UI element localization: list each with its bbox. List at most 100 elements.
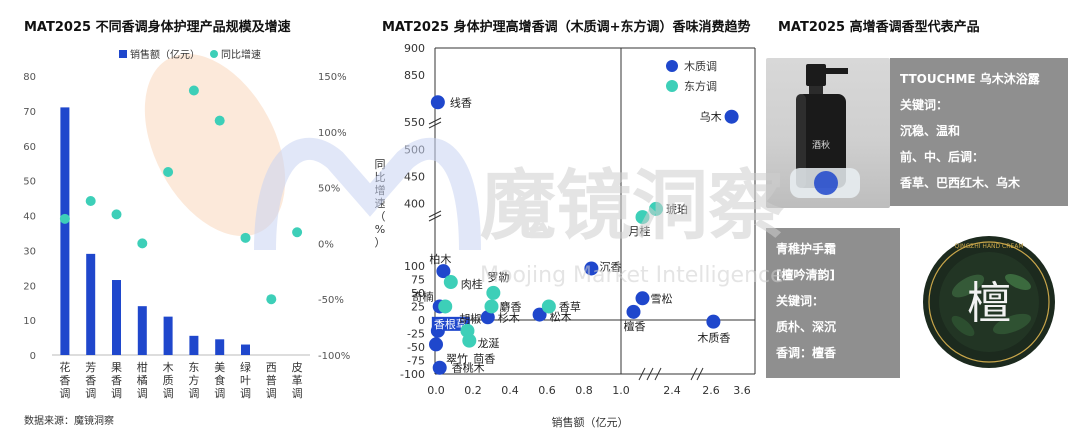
y-axis-label-char: （ xyxy=(375,210,386,223)
bar-芳香调 xyxy=(86,253,96,355)
point-label-香草: 香草 xyxy=(559,300,581,313)
x-tick-label: 调 xyxy=(214,387,225,400)
y-tick: 25 xyxy=(411,300,425,313)
x-tick-label: 木 xyxy=(163,361,174,374)
product2-scent: 香调：檀香 xyxy=(776,346,837,360)
x-break-mark xyxy=(646,367,654,381)
x-tick-label: 果 xyxy=(111,361,122,374)
y-tick: 400 xyxy=(404,198,425,211)
legend-bar-swatch xyxy=(119,50,127,58)
y-left-tick: 50 xyxy=(23,177,36,188)
x-tick: 0.0 xyxy=(427,384,445,397)
y-tick: -25 xyxy=(407,328,425,341)
point-label-香桃木: 香桃木 xyxy=(452,361,485,375)
point-label-雪松: 雪松 xyxy=(651,291,673,305)
highlight-ellipse xyxy=(144,54,286,236)
product2-info-panel: 青稚护手霜 [檀吟清韵] 关键词： 质朴、深沉 香调：檀香 xyxy=(766,228,900,378)
bar-美食调 xyxy=(215,339,225,355)
y-axis-label-char: ） xyxy=(375,236,386,249)
y-tick: 500 xyxy=(404,143,425,156)
x-tick-label: 调 xyxy=(59,387,70,400)
point-檀香 xyxy=(626,304,641,319)
point-沉香 xyxy=(584,261,599,276)
x-tick: 0.4 xyxy=(501,384,519,397)
bottle-icon: 酒秋 xyxy=(790,64,860,198)
x-tick-label: 普 xyxy=(266,373,277,387)
product1-info-panel: TTOUCHME 乌木沐浴露 关键词： 沉稳、温和 前、中、后调： 香草、巴西红… xyxy=(890,58,1068,206)
legend-oriental-swatch xyxy=(666,80,678,92)
x-tick: 1.0 xyxy=(612,384,630,397)
x-tick-label: 质 xyxy=(163,374,174,387)
bottle-brand-text: 酒秋 xyxy=(812,139,830,151)
x-tick-label: 皮 xyxy=(292,361,303,374)
product1-name: TTOUCHME 乌木沐浴露 xyxy=(900,72,1040,86)
point-label-香根草: 香根草 xyxy=(434,317,467,331)
x-tick-label: 绿 xyxy=(240,360,251,374)
point-月桂 xyxy=(635,210,650,225)
x-tick-label: 方 xyxy=(188,373,199,387)
tin-character: 檀 xyxy=(967,278,1011,329)
point-label-杉木: 杉木 xyxy=(498,310,520,324)
y-left-tick: 70 xyxy=(23,107,36,118)
y-tick: 0 xyxy=(418,314,425,327)
legend-growth-label: 同比增速 xyxy=(221,48,261,61)
growth-dot-西普调 xyxy=(266,294,277,305)
point-label-罗勒: 罗勒 xyxy=(487,271,509,284)
point-label-翠竹: 翠竹 xyxy=(446,351,468,365)
y-axis-label-char: 比 xyxy=(375,171,386,184)
point-翠竹 xyxy=(429,337,443,352)
x-tick-label: 革 xyxy=(292,373,303,387)
point-麝香 xyxy=(484,299,499,314)
x-tick: 0.2 xyxy=(464,384,482,397)
y-tick: 450 xyxy=(404,170,425,183)
bar-花香调 xyxy=(60,107,70,355)
x-tick-label: 美 xyxy=(214,361,225,374)
point-label-琥珀: 琥珀 xyxy=(666,202,688,216)
tin-ring-text: QINGZHI HAND CREAM xyxy=(955,243,1024,250)
product1-notes-value: 香草、巴西红木、乌木 xyxy=(900,176,1021,190)
x-tick-label: 调 xyxy=(137,387,148,400)
x-tick-label: 香 xyxy=(59,374,70,387)
point-柏木 xyxy=(436,264,451,279)
point-label-檀香: 檀香 xyxy=(624,319,646,333)
point-松木 xyxy=(532,307,547,322)
x-tick-label: 橘 xyxy=(137,374,148,387)
bar-柑橘调 xyxy=(137,306,147,355)
point-香桃木 xyxy=(432,360,447,375)
x-break-mark xyxy=(690,367,698,381)
x-tick-label: 调 xyxy=(266,387,277,400)
x-tick-label: 调 xyxy=(163,387,174,400)
x-tick-label: 调 xyxy=(111,387,122,400)
y-tick: 550 xyxy=(404,116,425,129)
y-left-tick: 60 xyxy=(23,142,36,153)
bar-绿叶调 xyxy=(241,344,250,355)
bar-果香调 xyxy=(112,280,121,355)
point-label-线香: 线香 xyxy=(450,95,472,109)
y-left-tick: 80 xyxy=(23,72,36,83)
growth-dot-绿叶调 xyxy=(240,232,251,243)
point-杉木 xyxy=(480,310,495,325)
y-left-tick: 0 xyxy=(30,351,36,362)
x-tick-label: 东 xyxy=(188,361,199,374)
point-label-乌木: 乌木 xyxy=(700,110,722,124)
hand-cream-tin-icon: 檀 QINGZHI HAND CREAM xyxy=(923,236,1055,368)
x-break-mark xyxy=(696,367,704,381)
y-axis-label-char: % xyxy=(375,223,385,236)
y-right-tick: -50% xyxy=(318,295,344,306)
y-tick: 75 xyxy=(411,273,425,286)
x-axis-label: 销售额（亿元） xyxy=(552,415,629,429)
growth-dot-花香调 xyxy=(59,213,70,224)
legend-wood-label: 木质调 xyxy=(684,60,717,73)
point-罗勒 xyxy=(486,285,501,300)
x-tick: 2.6 xyxy=(702,384,720,397)
x-tick-label: 西 xyxy=(266,361,277,374)
x-tick-label: 食 xyxy=(214,373,225,387)
point-label-沉香: 沉香 xyxy=(599,260,621,273)
product2-image: 檀 QINGZHI HAND CREAM xyxy=(908,226,1070,378)
point-label-奇楠: 奇楠 xyxy=(412,289,434,303)
right-panel-title: MAT2025 高增香调香型代表产品 xyxy=(778,20,980,35)
point-label-柏木: 柏木 xyxy=(429,252,451,266)
y-axis-label-char: 速 xyxy=(375,197,386,210)
highlight-label-box xyxy=(431,316,470,331)
x-tick: 0.6 xyxy=(538,384,556,397)
